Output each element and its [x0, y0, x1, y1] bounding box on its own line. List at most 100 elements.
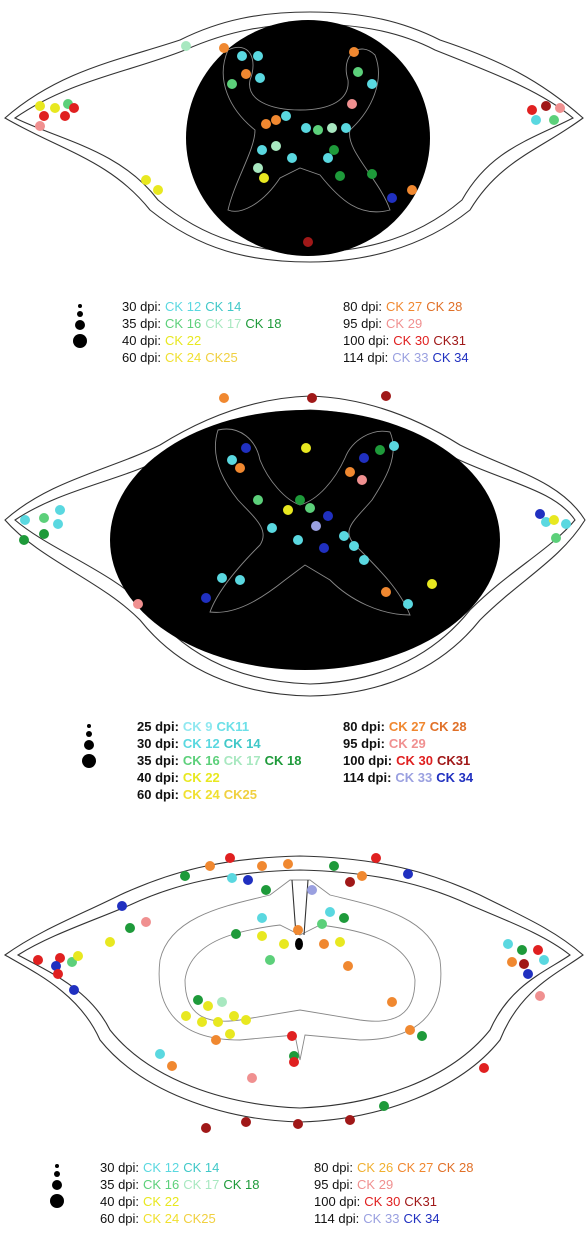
size-marker — [84, 740, 94, 750]
legend-item: CK 16 — [165, 316, 201, 331]
sample-dot — [219, 393, 229, 403]
legend-line: 40 dpi: CK 22 — [137, 770, 224, 786]
legend-label: 40 dpi: — [100, 1194, 139, 1209]
sample-dot — [253, 51, 263, 61]
sample-dot — [517, 945, 527, 955]
legend-label: 114 dpi: — [343, 770, 391, 785]
legend-label: 25 dpi: — [137, 719, 179, 734]
sample-dot — [519, 959, 529, 969]
sample-dot — [357, 475, 367, 485]
sample-dot — [367, 169, 377, 179]
legend-item: CK 27 — [397, 1160, 433, 1175]
sample-dot — [403, 599, 413, 609]
size-marker — [73, 334, 87, 348]
sample-dot — [345, 1115, 355, 1125]
size-marker — [87, 724, 91, 728]
legend-item: CK 26 — [357, 1160, 393, 1175]
legend-item: CK 30 — [364, 1194, 400, 1209]
sample-dot — [293, 535, 303, 545]
legend-item: CK 24 — [183, 787, 220, 802]
sample-dot — [327, 123, 337, 133]
legend-label: 30 dpi: — [137, 736, 179, 751]
sample-dot — [389, 441, 399, 451]
sample-dot — [287, 153, 297, 163]
sample-dot — [359, 555, 369, 565]
sample-dot — [535, 991, 545, 1001]
sample-dot — [301, 123, 311, 133]
section-1 — [5, 12, 583, 348]
sample-dot — [259, 173, 269, 183]
legend-item: CK 30 — [393, 333, 429, 348]
legend-item: CK 22 — [165, 333, 201, 348]
sample-dot — [60, 111, 70, 121]
legend-label: 80 dpi: — [314, 1160, 353, 1175]
legend-line: 40 dpi: CK 22 — [122, 333, 205, 349]
legend-label: 35 dpi: — [100, 1177, 139, 1192]
sample-dot — [133, 599, 143, 609]
legend-item: CK 28 — [430, 719, 467, 734]
legend-item: CK25 — [205, 350, 238, 365]
legend-line: 60 dpi:CK 24CK25 — [122, 350, 242, 366]
sample-dot — [335, 937, 345, 947]
sample-dot — [261, 885, 271, 895]
legend-item: CK 29 — [357, 1177, 393, 1192]
sample-dot — [205, 861, 215, 871]
sample-dot — [193, 995, 203, 1005]
legend-item: CK 22 — [143, 1194, 179, 1209]
legend-item: CK 17 — [205, 316, 241, 331]
sections — [0, 0, 588, 1235]
sample-dot — [535, 509, 545, 519]
sample-dot — [261, 119, 271, 129]
sample-dot — [301, 443, 311, 453]
legend-line: 95 dpi:CK 29 — [314, 1177, 397, 1193]
sample-dot — [33, 955, 43, 965]
legend-item: CK 9 — [183, 719, 213, 734]
sample-dot — [105, 937, 115, 947]
sample-dot — [53, 969, 63, 979]
sample-dot — [253, 495, 263, 505]
legend-label: 95 dpi: — [343, 316, 382, 331]
legend-label: 40 dpi: — [122, 333, 161, 348]
sample-dot — [527, 105, 537, 115]
sample-dot — [381, 391, 391, 401]
sample-dot — [549, 515, 559, 525]
legend-item: CK 24 — [143, 1211, 179, 1226]
legend-line: 25 dpi:CK 9CK11 — [137, 719, 253, 735]
legend-item: CK 16 — [143, 1177, 179, 1192]
sample-dot — [427, 579, 437, 589]
sample-dot — [225, 853, 235, 863]
sample-dot — [387, 193, 397, 203]
legend-label: 40 dpi: — [137, 770, 179, 785]
sample-dot — [367, 79, 377, 89]
sample-dot — [313, 125, 323, 135]
sample-dot — [329, 145, 339, 155]
sample-dot — [237, 51, 247, 61]
sample-dot — [507, 957, 517, 967]
sample-dot — [341, 123, 351, 133]
sample-dot — [405, 1025, 415, 1035]
legend-label: 30 dpi: — [122, 299, 161, 314]
sample-dot — [217, 997, 227, 1007]
legend-line: 60 dpi:CK 24CK25 — [100, 1211, 220, 1227]
sample-dot — [407, 185, 417, 195]
legend-item: CK 16 — [183, 753, 220, 768]
sample-dot — [241, 443, 251, 453]
legend-line: 114 dpi:CK 33CK 34 — [343, 350, 473, 366]
sample-dot — [201, 1123, 211, 1133]
sample-dot — [325, 907, 335, 917]
size-marker — [52, 1180, 62, 1190]
sample-dot — [287, 1031, 297, 1041]
sample-dot — [229, 1011, 239, 1021]
sample-dot — [117, 901, 127, 911]
sample-dot — [295, 495, 305, 505]
legend-item: CK 22 — [183, 770, 220, 785]
legend-line: 40 dpi: CK 22 — [100, 1194, 183, 1210]
sample-dot — [255, 73, 265, 83]
sample-dot — [69, 103, 79, 113]
legend-label: 80 dpi: — [343, 719, 385, 734]
outline — [295, 938, 303, 950]
outline — [159, 880, 441, 1060]
sample-dot — [39, 529, 49, 539]
